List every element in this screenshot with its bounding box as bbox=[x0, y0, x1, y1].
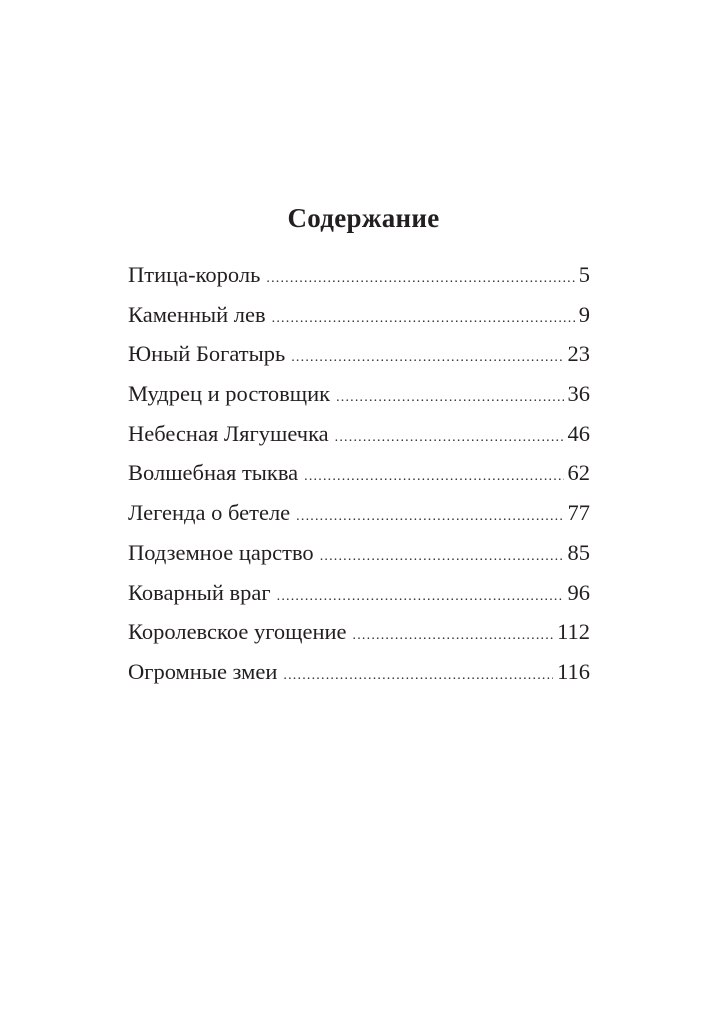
toc-entry-title: Подземное царство bbox=[128, 539, 314, 565]
dot-leader bbox=[283, 668, 553, 684]
toc-entry-page: 77 bbox=[567, 500, 591, 526]
toc-entry: Королевское угощение 112 bbox=[128, 619, 590, 659]
toc-entry-page: 116 bbox=[557, 658, 590, 684]
toc-entry: Небесная Лягушечка 46 bbox=[128, 421, 590, 461]
toc-entry: Коварный враг 96 bbox=[128, 580, 590, 620]
table-of-contents: Птица-король 5 Каменный лев 9 Юный Богатырь 2… bbox=[128, 262, 590, 699]
toc-entry-page: 36 bbox=[567, 381, 591, 407]
toc-entry: Легенда о бетеле 77 bbox=[128, 500, 590, 540]
dot-leader bbox=[296, 509, 563, 525]
toc-entry-page: 112 bbox=[557, 619, 590, 645]
toc-entry-page: 96 bbox=[567, 579, 591, 605]
toc-entry: Огромные змеи 116 bbox=[128, 659, 590, 699]
dot-leader bbox=[320, 549, 564, 565]
dot-leader bbox=[304, 469, 563, 485]
toc-entry-page: 23 bbox=[567, 341, 591, 367]
dot-leader bbox=[272, 311, 575, 327]
dot-leader bbox=[335, 430, 564, 446]
toc-entry: Мудрец и ростовщик 36 bbox=[128, 381, 590, 421]
toc-entry-title: Огромные змеи bbox=[128, 658, 278, 684]
toc-entry-title: Каменный лев bbox=[128, 301, 266, 327]
toc-entry-page: 46 bbox=[567, 420, 591, 446]
toc-entry: Птица-король 5 bbox=[128, 262, 590, 302]
toc-entry-page: 62 bbox=[567, 460, 591, 486]
dot-leader bbox=[353, 628, 554, 644]
toc-entry-title: Небесная Лягушечка bbox=[128, 420, 329, 446]
toc-entry: Подземное царство 85 bbox=[128, 540, 590, 580]
toc-entry-title: Коварный враг bbox=[128, 579, 271, 605]
toc-entry-title: Легенда о бетеле bbox=[128, 500, 291, 526]
toc-entry-title: Юный Богатырь bbox=[128, 341, 286, 367]
dot-leader bbox=[277, 589, 564, 605]
toc-entry: Каменный лев 9 bbox=[128, 302, 590, 342]
dot-leader bbox=[266, 271, 574, 287]
toc-entry: Юный Богатырь 23 bbox=[128, 341, 590, 381]
page-title: Содержание bbox=[287, 203, 440, 233]
toc-entry-page: 85 bbox=[567, 539, 591, 565]
toc-entry-title: Птица-король bbox=[128, 262, 261, 287]
toc-entry-page: 5 bbox=[578, 262, 590, 287]
toc-entry-page: 9 bbox=[578, 301, 590, 327]
dot-leader bbox=[336, 390, 563, 406]
toc-entry-title: Волшебная тыква bbox=[128, 460, 299, 486]
toc-entry-title: Мудрец и ростовщик bbox=[128, 381, 331, 407]
toc-entry-title: Королевское угощение bbox=[128, 619, 347, 645]
dot-leader bbox=[291, 350, 563, 366]
toc-entry: Волшебная тыква 62 bbox=[128, 460, 590, 500]
